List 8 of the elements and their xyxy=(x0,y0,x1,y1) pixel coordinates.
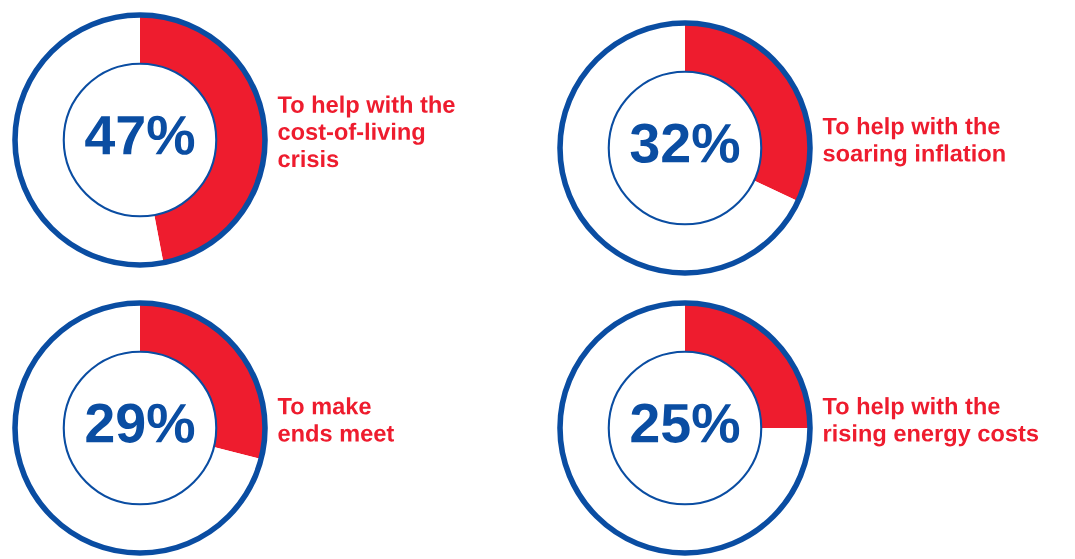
slice-label: To help with the rising energy costs xyxy=(822,397,1039,447)
slice-label: To help with the soaring inflation xyxy=(822,117,1005,167)
data-label: 25% xyxy=(631,403,740,443)
data-label: 47% xyxy=(85,115,195,155)
slice-label: To make ends meet xyxy=(277,397,394,442)
slice-label: To help with the cost-of-living crisis xyxy=(277,95,455,168)
data-label: 29% xyxy=(86,403,195,443)
data-label: 32% xyxy=(630,123,740,163)
